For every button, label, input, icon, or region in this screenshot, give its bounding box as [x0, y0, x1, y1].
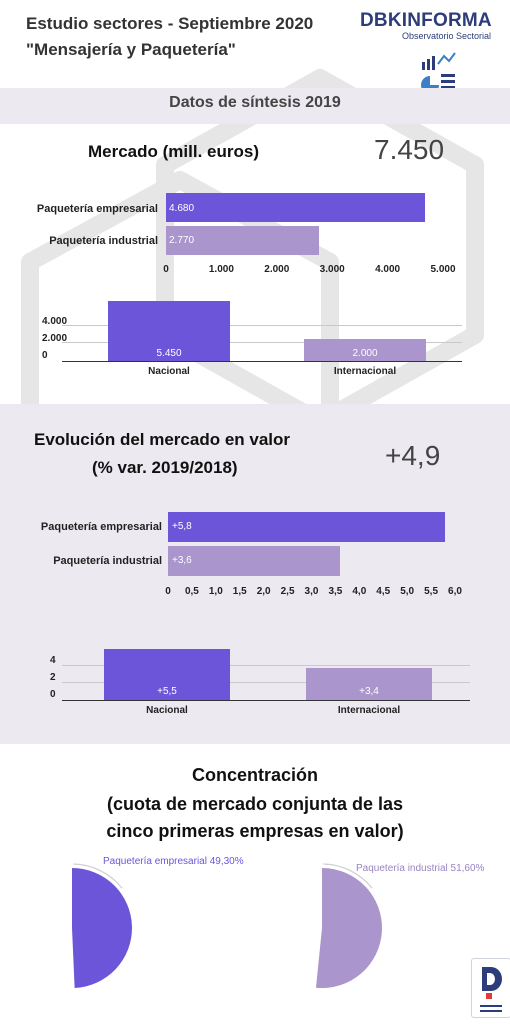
market-total: 7.450	[374, 134, 445, 165]
data-label: 4.680	[169, 203, 195, 214]
category-label: Nacional	[146, 705, 188, 716]
tick-label: 2.000	[42, 333, 68, 344]
tick-label: 5,5	[424, 586, 439, 597]
concentration-title: Concentración	[191, 765, 319, 785]
data-label: +5,5	[157, 686, 177, 697]
pie-outline	[323, 863, 373, 889]
category-label: Paquetería empresarial	[40, 521, 162, 533]
category-label: Paquetería industrial	[49, 235, 158, 247]
tick-label: 3,0	[304, 586, 319, 597]
x-axis-line	[62, 361, 462, 362]
bar-paqueteria-empresarial	[168, 512, 446, 542]
tick-label: 4	[50, 655, 56, 666]
tick-label: 0	[42, 350, 48, 361]
logo-subtitle: Observatorio Sectorial	[402, 31, 492, 41]
concentration-pies	[72, 863, 382, 988]
tick-label: 3,5	[328, 586, 343, 597]
data-label: +3,6	[172, 555, 192, 566]
dbk-informa-logo: DBKINFORMA	[360, 10, 492, 31]
tick-label: 4,0	[352, 586, 367, 597]
tick-label: 0	[163, 264, 169, 275]
pie-label: Paquetería industrial 51,60%	[356, 863, 485, 874]
header: Estudio sectores - Septiembre 2020 "Mens…	[0, 0, 510, 90]
bar-nacional	[104, 648, 230, 700]
evolution-subtitle: (% var. 2019/2018)	[92, 458, 238, 477]
tick-label: 2,5	[280, 586, 295, 597]
pie-slice-paqueteria-empresarial	[72, 868, 133, 988]
concentration-subtitle-1: (cuota de mercado conjunta de las	[106, 794, 404, 814]
bar-paqueteria-empresarial	[166, 193, 426, 222]
tick-label: 2.000	[264, 264, 290, 275]
tick-label: 5.000	[430, 264, 456, 275]
pie-outline	[73, 863, 123, 889]
tick-label: 4.000	[42, 316, 68, 327]
evolution-total: +4,9	[385, 440, 441, 471]
tick-label: 2,0	[256, 586, 271, 597]
category-label: Internacional	[333, 366, 397, 377]
gridline	[62, 325, 462, 326]
chart-icon	[421, 52, 456, 90]
bar-nacional	[108, 301, 230, 361]
bar-internacional	[304, 339, 426, 361]
tick-label: 0	[165, 586, 171, 597]
data-label: 5.450	[156, 348, 182, 359]
category-label: Internacional	[337, 705, 401, 716]
synthesis-band	[0, 88, 510, 124]
category-label: Paquetería empresarial	[36, 203, 158, 215]
data-label: +3,4	[359, 686, 379, 697]
bar-paqueteria-industrial	[168, 546, 341, 576]
evolution-title: Evolución del mercado en valor	[34, 430, 291, 449]
data-label: 2.770	[169, 235, 195, 246]
data-label: 2.000	[352, 348, 378, 359]
pie-label: Paquetería empresarial 49,30%	[103, 856, 244, 867]
data-label: +5,8	[172, 521, 192, 532]
gridline	[62, 342, 462, 343]
tick-label: 4.000	[375, 264, 401, 275]
synthesis-title: Datos de síntesis 2019	[169, 94, 341, 111]
tick-label: 5,0	[400, 586, 415, 597]
category-label: Paquetería industrial	[53, 555, 162, 567]
tick-label: 2	[50, 672, 56, 683]
x-axis-line	[62, 700, 470, 701]
gridline	[62, 682, 470, 683]
gridline	[62, 665, 470, 666]
page-subtitle: "Mensajería y Paquetería"	[26, 40, 236, 59]
tick-label: 4,5	[376, 586, 391, 597]
page-title: Estudio sectores - Septiembre 2020	[26, 14, 314, 33]
tick-label: 1,5	[232, 586, 247, 597]
tick-label: 1,0	[208, 586, 223, 597]
dbk-footer-logo	[471, 958, 510, 1018]
pie-slice-paqueteria-industrial	[315, 868, 382, 988]
category-label: Nacional	[148, 366, 190, 377]
tick-label: 0,5	[184, 586, 199, 597]
bar-paqueteria-industrial	[166, 226, 320, 255]
d-logo-icon	[480, 967, 502, 1012]
market-title: Mercado (mill. euros)	[88, 142, 259, 161]
bar-internacional	[306, 668, 432, 700]
tick-label: 1.000	[208, 264, 234, 275]
concentration-subtitle-2: cinco primeras empresas en valor)	[106, 821, 404, 841]
tick-label: 6,0	[448, 586, 462, 597]
tick-label: 0	[50, 689, 56, 700]
tick-label: 3.000	[319, 264, 345, 275]
